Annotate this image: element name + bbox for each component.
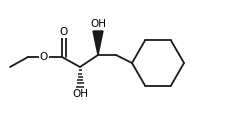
Text: O: O xyxy=(40,52,48,62)
Text: OH: OH xyxy=(72,89,88,99)
Polygon shape xyxy=(93,31,103,55)
Text: OH: OH xyxy=(90,19,106,29)
Text: O: O xyxy=(60,27,68,37)
